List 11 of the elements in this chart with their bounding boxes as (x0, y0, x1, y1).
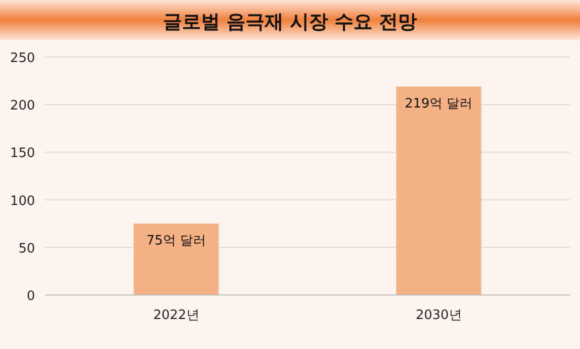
y-tick-label: 250 (10, 51, 35, 66)
y-tick-label: 50 (18, 241, 35, 256)
data-label: 75억 달러 (146, 234, 206, 249)
y-tick-label: 150 (10, 146, 35, 162)
x-tick-label: 2030년 (416, 308, 462, 323)
chart-title: 글로벌 음극재 시장 수요 전망 (162, 11, 418, 33)
x-tick-label: 2022년 (153, 308, 200, 323)
y-tick-label: 0 (26, 289, 35, 304)
y-tick-label: 200 (10, 98, 35, 114)
data-label: 219억 달러 (404, 96, 473, 112)
y-tick-label: 100 (10, 194, 35, 209)
